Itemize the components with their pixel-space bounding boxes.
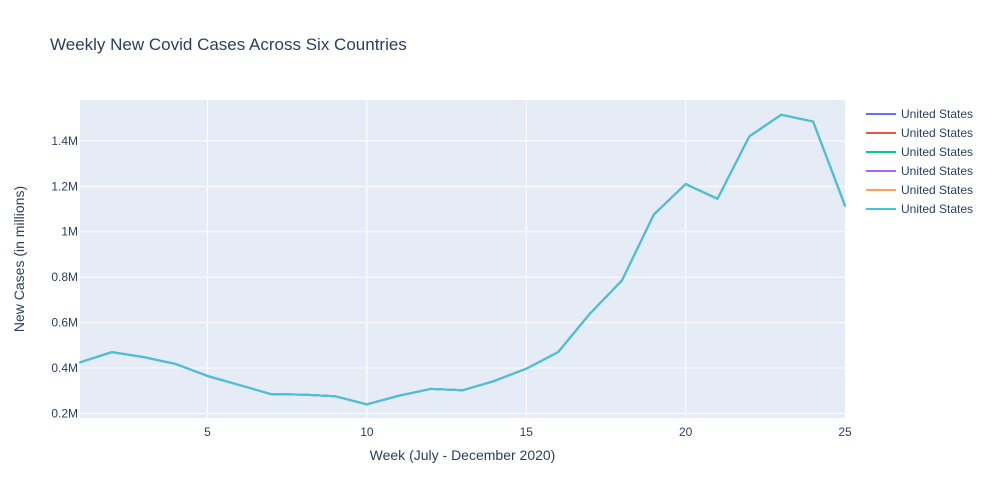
y-axis-title: New Cases (in millions) [11,186,27,332]
legend-label: United States [901,126,973,140]
series-lines [79,113,846,406]
series-line-6 [79,113,846,406]
x-tick-label: 25 [838,425,852,439]
x-tick-label: 5 [204,425,211,439]
legend-label: United States [901,164,973,178]
x-axis-title: Week (July - December 2020) [370,447,556,463]
x-tick-label: 20 [679,425,693,439]
y-tick-label: 1M [61,225,78,239]
legend-label: United States [901,183,973,197]
legend-label: United States [901,202,973,216]
legend: United States United States United States U… [866,107,973,216]
y-tick-label: 0.6M [51,316,78,330]
y-axis-ticks: 0.2M 0.4M 0.6M 0.8M 1M 1.2M 1.4M [51,134,78,421]
x-axis-ticks: 5 10 15 20 25 [204,425,852,439]
chart-title: Weekly New Covid Cases Across Six Countr… [50,35,407,54]
y-tick-label: 0.8M [51,270,78,284]
legend-label: United States [901,107,973,121]
legend-label: United States [901,145,973,159]
y-tick-label: 1.4M [51,134,78,148]
y-tick-label: 1.2M [51,179,78,193]
x-tick-label: 15 [520,425,534,439]
y-tick-label: 0.4M [51,361,78,375]
y-tick-label: 0.2M [51,406,78,420]
gridlines [80,100,845,418]
x-tick-label: 10 [360,425,374,439]
